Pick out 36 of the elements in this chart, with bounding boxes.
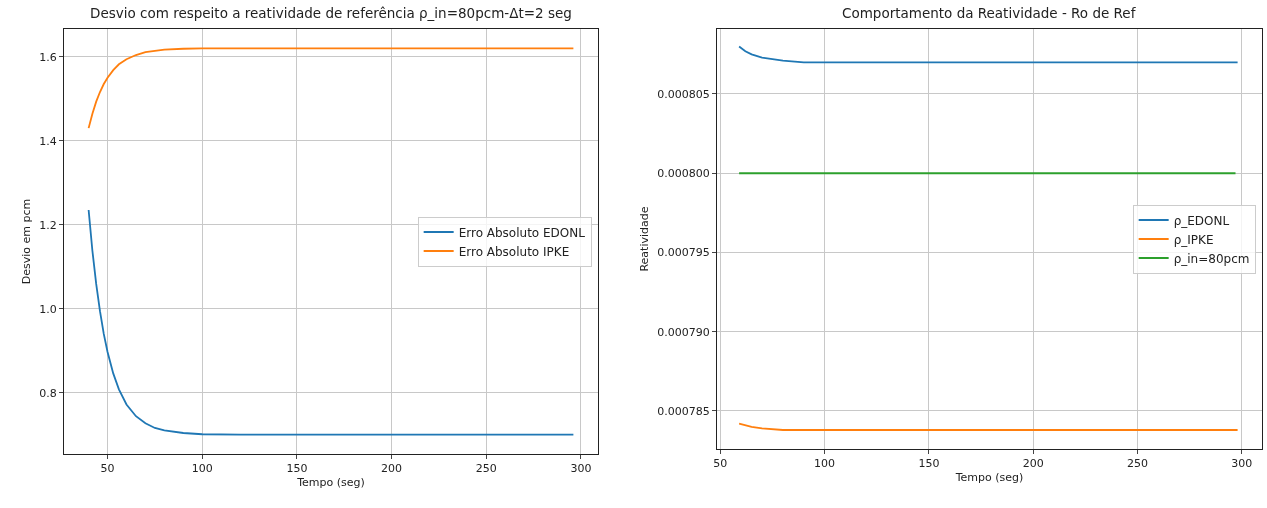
x-axis-title: Tempo (seg): [954, 471, 1024, 485]
legend-label: Erro Absoluto EDONL: [458, 225, 586, 240]
x-tick-label: 300: [570, 462, 592, 476]
x-tick-label: 150: [918, 457, 940, 471]
chart-title: Comportamento da Reatividade - Ro de Ref: [842, 5, 1137, 21]
y-tick-label: 1.2: [39, 218, 57, 232]
x-tick-label: 200: [381, 462, 403, 476]
y-tick-label: 1.4: [39, 134, 57, 148]
legend-label: ρ_in=80pcm: [1173, 251, 1250, 266]
legend-label: Erro Absoluto IPKE: [458, 244, 570, 259]
x-tick-label: 100: [191, 462, 213, 476]
y-tick-label: 0.000795: [657, 246, 710, 260]
y-tick-label: 0.000800: [657, 167, 710, 181]
y-axis-title: Desvio em pcm: [19, 198, 33, 285]
legend-label: ρ_EDONL: [1173, 213, 1230, 228]
y-tick-label: 0.8: [39, 386, 57, 400]
chart-title: Desvio com respeito a reatividade de referência ρ_in=80pcm-Δt=2 seg: [90, 5, 572, 21]
y-tick-label: 0.000805: [657, 87, 710, 101]
x-tick-label: 50: [713, 457, 728, 471]
y-tick-label: 1.6: [39, 50, 57, 64]
y-tick-label: 1.0: [39, 302, 57, 316]
x-tick-label: 250: [1126, 457, 1148, 471]
x-tick-label: 250: [475, 462, 497, 476]
line-series: [87, 47, 575, 130]
line-series: [738, 45, 1239, 64]
x-tick-label: 150: [286, 462, 308, 476]
x-tick-label: 100: [814, 457, 836, 471]
x-axis-title: Tempo (seg): [296, 476, 365, 490]
x-tick-label: 50: [100, 462, 115, 476]
y-axis-title: Reatividade: [637, 206, 651, 272]
line-series: [738, 422, 1239, 431]
x-tick-label: 300: [1231, 457, 1253, 471]
x-tick-label: 200: [1022, 457, 1044, 471]
y-tick-label: 0.000790: [657, 325, 710, 339]
y-tick-label: 0.000785: [657, 404, 710, 418]
legend-label: ρ_IPKE: [1173, 232, 1214, 247]
